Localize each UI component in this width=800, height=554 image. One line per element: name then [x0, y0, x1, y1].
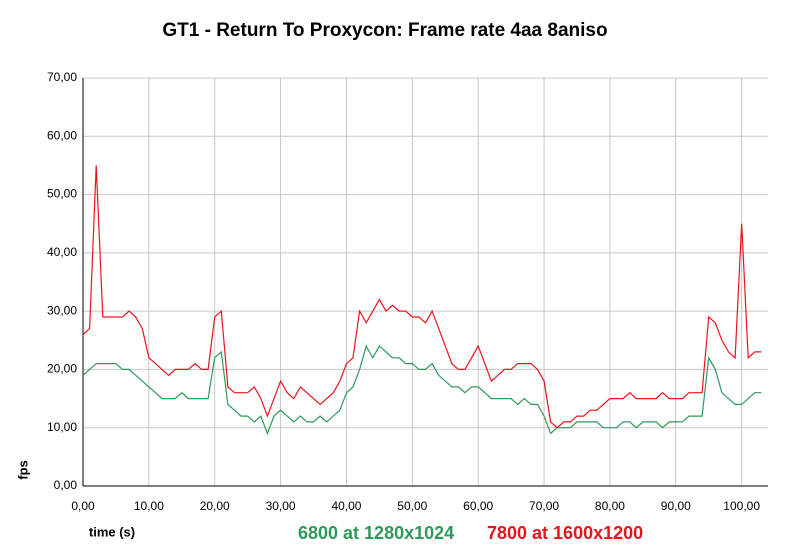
y-tick-label: 20,00 [47, 362, 77, 376]
chart-title: GT1 - Return To Proxycon: Frame rate 4aa… [162, 20, 607, 41]
y-tick-label: 60,00 [47, 128, 77, 142]
legend-label: 7800 at 1600x1200 [487, 523, 643, 543]
x-tick-label: 0,00 [71, 499, 95, 513]
x-tick-label: 10,00 [134, 499, 164, 513]
y-tick-label: 10,00 [47, 420, 77, 434]
legend-label: 6800 at 1280x1024 [298, 523, 454, 543]
y-tick-label: 30,00 [47, 303, 77, 317]
x-tick-label: 70,00 [529, 499, 559, 513]
y-tick-label: 40,00 [47, 245, 77, 259]
y-axis-title: fps [15, 460, 30, 480]
y-tick-label: 70,00 [47, 70, 77, 84]
y-tick-label: 0,00 [54, 478, 78, 492]
series-line [82, 344, 762, 436]
y-tick-label: 50,00 [47, 187, 77, 201]
x-tick-label: 20,00 [200, 499, 230, 513]
x-tick-label: 30,00 [266, 499, 296, 513]
x-tick-label: 50,00 [397, 499, 427, 513]
x-tick-label: 60,00 [463, 499, 493, 513]
x-tick-label: 100,00 [723, 499, 760, 513]
x-tick-label: 90,00 [661, 499, 691, 513]
x-tick-label: 80,00 [595, 499, 625, 513]
x-tick-label: 40,00 [331, 499, 361, 513]
x-axis-title: time (s) [89, 524, 135, 539]
series-line [82, 165, 762, 429]
